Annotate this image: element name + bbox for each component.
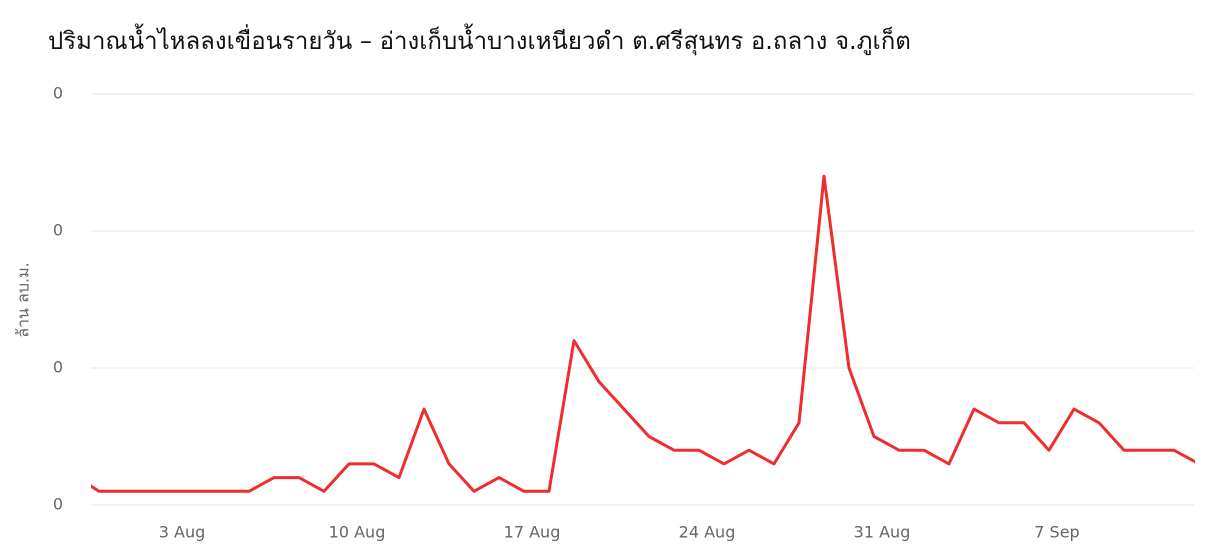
x-tick-label: 24 Aug [679, 523, 736, 542]
x-tick-label: 3 Aug [159, 523, 206, 542]
data-line [91, 174, 1195, 493]
y-tick-label: 0 [53, 84, 63, 103]
y-tick-label: 0 [53, 358, 63, 377]
y-tick-label: 0 [53, 495, 63, 514]
y-tick-label: 0 [53, 221, 63, 240]
y-axis-label: ล้าน ลบ.ม. [14, 262, 33, 338]
x-tick-label: 31 Aug [854, 523, 911, 542]
x-tick-label: 7 Sep [1034, 523, 1079, 542]
x-tick-label: 17 Aug [504, 523, 561, 542]
chart-title: ปริมาณน้ำไหลลงเขื่อนรายวัน – อ่างเก็บน้ำ… [48, 23, 911, 56]
x-tick-label: 10 Aug [329, 523, 386, 542]
